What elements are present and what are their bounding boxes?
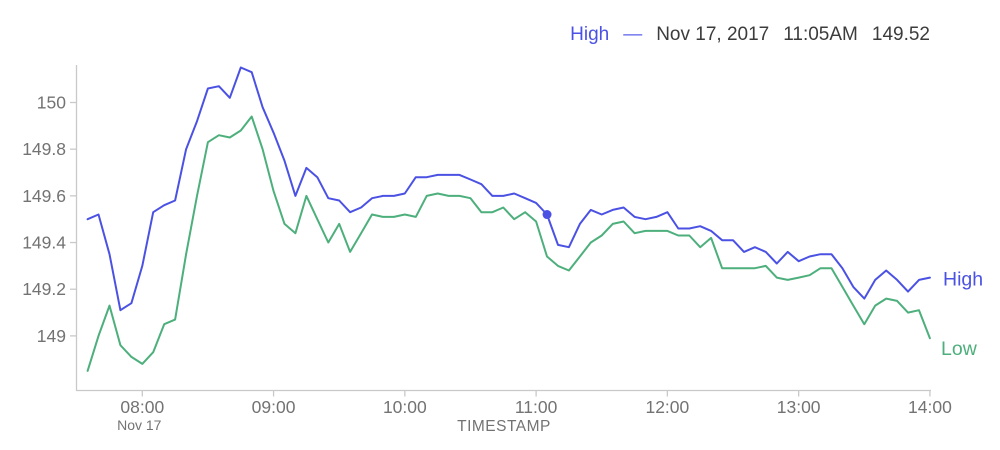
x-tick-label: 08:00 [120,397,164,417]
high-series-label: High [943,269,983,291]
low-series-label: Low [941,338,978,360]
x-tick-label: 10:00 [383,397,427,417]
x-tick-label: 09:00 [252,397,296,417]
y-tick-label: 149.6 [22,186,66,206]
y-tick-label: 150 [37,93,66,113]
x-axis-title: TIMESTAMP [457,418,551,435]
x-axis-sublabel: Nov 17 [117,417,162,433]
readout-date: Nov 17, 2017 [656,24,770,45]
readout-value: 149.52 [871,24,930,45]
readout-separator-dash: — [623,24,643,45]
readout-series-label: High [570,24,610,45]
y-tick-label: 149.4 [22,233,66,253]
hover-readout: High — Nov 17, 2017 11:05AM 149.52 [570,24,930,46]
x-tick-label: 12:00 [645,397,689,417]
x-tick-label: 11:00 [515,397,558,417]
x-tick-label: 14:00 [908,397,952,417]
high-series-line[interactable] [86,66,931,312]
y-tick-label: 149.2 [22,279,66,299]
y-tick-label: 149 [37,326,66,346]
low-series-line[interactable] [86,115,931,372]
x-tick-label: 13:00 [777,397,821,417]
readout-time: 11:05AM [783,24,858,45]
selected-point-marker[interactable] [542,210,552,220]
y-tick-label: 149.8 [22,139,66,159]
